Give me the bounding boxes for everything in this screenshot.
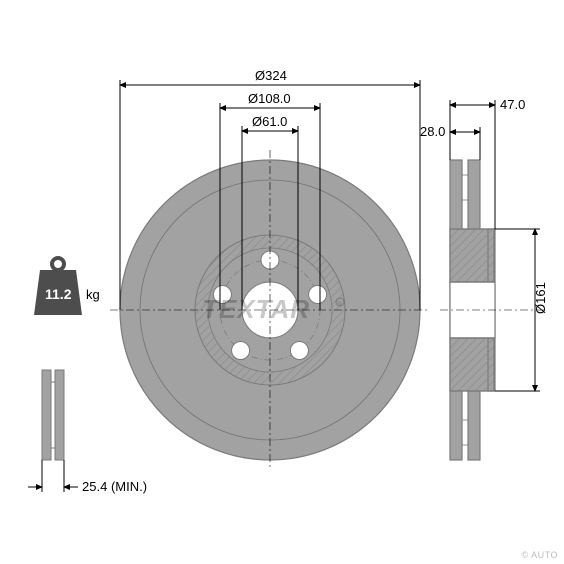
weight-unit: kg [86, 287, 100, 302]
dim-hub-diameter: Ø161 [533, 282, 548, 314]
weight-value: 11.2 [45, 286, 72, 302]
dim-thickness: 28.0 [420, 124, 445, 139]
dim-min-thickness: 25.4 (MIN.) [82, 479, 147, 494]
brake-disc-diagram: { "dimensions": { "outer_diameter": "Ø32… [0, 0, 564, 564]
dim-bore: Ø61.0 [252, 114, 287, 129]
brand-watermark: TEXTAR [202, 294, 310, 324]
dim-outer-diameter: Ø324 [255, 68, 287, 83]
dim-offset: 47.0 [500, 97, 525, 112]
pad-gauge [42, 370, 64, 460]
side-view [440, 160, 545, 460]
source-watermark: © AUTO [522, 550, 558, 560]
diagram-svg: Ø324 Ø108.0 Ø61.0 TEXTAR R [0, 0, 564, 564]
dim-bolt-circle: Ø108.0 [248, 91, 291, 106]
svg-text:R: R [337, 302, 342, 308]
